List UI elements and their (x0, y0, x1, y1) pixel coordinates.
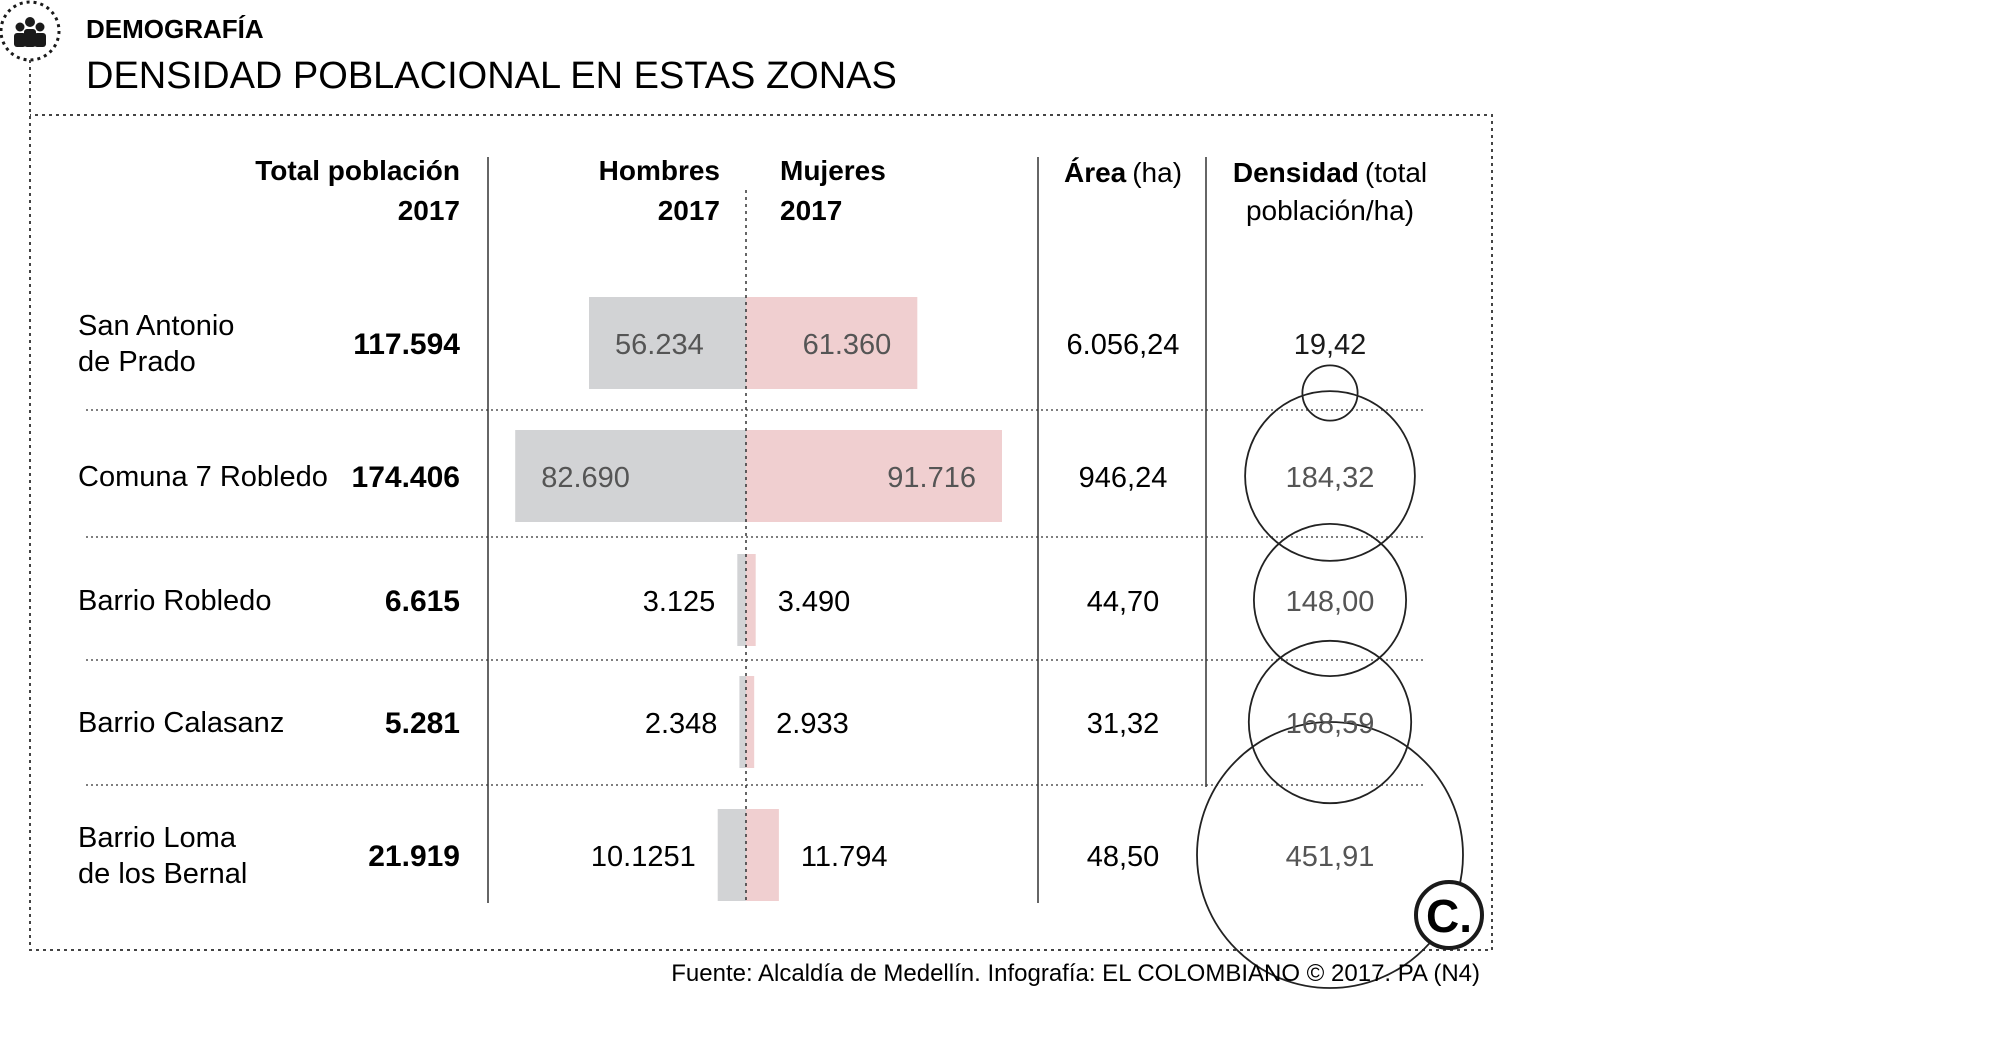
logo-text: C. (1426, 890, 1472, 942)
row-name: Barrio Robledo (78, 585, 271, 617)
el-colombiano-logo: C. (1414, 880, 1484, 950)
header-mujeres: Mujeres (780, 155, 886, 186)
header-densidad-unit: población/ha) (1246, 195, 1414, 226)
hombres-label: 82.690 (541, 462, 630, 494)
people-group-icon (0, 0, 61, 62)
row-name: Comuna 7 Robledo (78, 461, 328, 493)
hombres-label: 2.348 (645, 708, 718, 740)
density-bubbles (1196, 364, 1464, 989)
density-label: 19,42 (1294, 329, 1367, 361)
total-value: 117.594 (353, 328, 460, 361)
column-headers: Total población 2017 Hombres 2017 Mujere… (255, 155, 1427, 226)
density-bubble (1301, 364, 1359, 422)
total-value: 6.615 (385, 585, 460, 618)
header-mujeres-year: 2017 (780, 195, 842, 226)
hombres-bar (589, 297, 746, 389)
mujeres-bar (746, 676, 755, 768)
header-area: Área (ha) (1064, 157, 1182, 188)
row-name: de los Bernal (78, 858, 247, 890)
mujeres-bar (746, 809, 779, 901)
mujeres-bar (746, 554, 756, 646)
row-name: San Antonio (78, 310, 234, 342)
total-value: 21.919 (368, 840, 460, 873)
total-value: 174.406 (352, 461, 460, 494)
hombres-label: 56.234 (615, 329, 704, 361)
hombres-label: 10.1251 (591, 841, 696, 873)
hombres-bar (739, 676, 746, 768)
chart-title: DENSIDAD POBLACIONAL EN ESTAS ZONAS (86, 55, 897, 97)
hombres-label: 3.125 (643, 586, 716, 618)
section-label: DEMOGRAFÍA (86, 14, 264, 44)
table-row: Comuna 7 Robledo 174.406 82.690 91.716 946,2… (78, 430, 1374, 522)
header-hombres-year: 2017 (658, 195, 720, 226)
density-label: 451,91 (1286, 841, 1375, 873)
area-value: 946,24 (1079, 462, 1168, 494)
header-densidad: Densidad (total (1233, 157, 1427, 188)
area-value: 48,50 (1087, 841, 1160, 873)
header-hombres: Hombres (599, 155, 720, 186)
mujeres-label: 2.933 (776, 708, 849, 740)
column-dividers (487, 157, 1207, 903)
row-name: Barrio Calasanz (78, 707, 284, 739)
row-name: de Prado (78, 346, 196, 378)
density-bubble (1247, 639, 1413, 805)
density-bubble (1244, 390, 1416, 562)
area-value: 31,32 (1087, 708, 1160, 740)
hombres-bar (515, 430, 746, 522)
table-row: Barrio Loma de los Bernal 21.919 10.1251 11.… (78, 809, 1374, 901)
density-bubble (1253, 523, 1408, 678)
table-row: Barrio Calasanz 5.281 2.348 2.933 31,32 168,5… (78, 676, 1374, 768)
density-label: 184,32 (1286, 462, 1375, 494)
area-value: 6.056,24 (1067, 329, 1180, 361)
source-footer: Fuente: Alcaldía de Medellín. Infografía… (671, 960, 1480, 987)
mujeres-bar (746, 297, 918, 389)
mujeres-label: 61.360 (803, 329, 892, 361)
density-label: 168,59 (1286, 708, 1375, 740)
row-name: Barrio Loma (78, 822, 237, 854)
hombres-bar (717, 809, 746, 901)
mujeres-label: 11.794 (801, 841, 888, 873)
table-rows: San Antonio de Prado 117.594 56.234 61.360 6.… (78, 297, 1464, 989)
table-row: Barrio Robledo 6.615 3.125 3.490 44,70 148,00 (78, 554, 1374, 646)
area-value: 44,70 (1087, 586, 1160, 618)
total-value: 5.281 (385, 707, 460, 740)
density-label: 148,00 (1286, 586, 1375, 618)
density-bubble (1196, 721, 1464, 989)
table-row: San Antonio de Prado 117.594 56.234 61.360 6.… (78, 297, 1366, 389)
frame-border (29, 60, 1493, 951)
mujeres-bar (746, 430, 1002, 522)
hombres-bar (737, 554, 746, 646)
header-total: Total población (255, 155, 460, 186)
mujeres-label: 91.716 (887, 462, 976, 494)
mujeres-label: 3.490 (778, 586, 851, 618)
header-total-year: 2017 (398, 195, 460, 226)
